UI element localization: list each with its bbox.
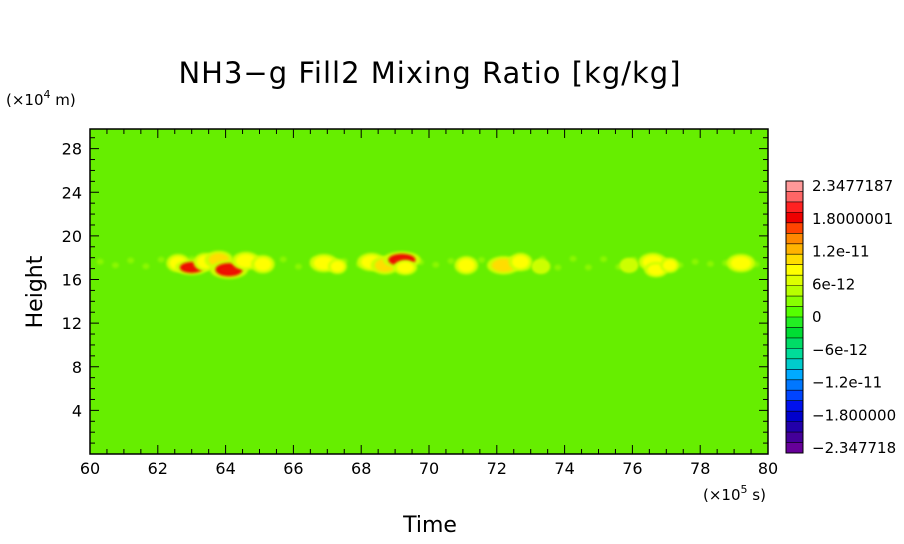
y-tick-label: 4: [72, 401, 82, 420]
x-tick-label: 80: [758, 459, 778, 478]
heatmap-feature: [622, 259, 636, 271]
chart-title: NH3−g Fill2 Mixing Ratio [kg/kg]: [178, 56, 681, 90]
heatmap-band-cell: [584, 264, 592, 271]
heatmap-feature-core: [220, 266, 238, 273]
y-tick-label: 12: [62, 314, 82, 333]
heatmap-field: [90, 129, 768, 454]
colorbar-swatch: [786, 421, 803, 433]
colorbar-swatch: [786, 442, 803, 454]
y-axis-label: Height: [23, 255, 48, 328]
y-tick-label: 8: [72, 358, 82, 377]
colorbar-swatch: [786, 264, 803, 276]
colorbar-swatch: [786, 306, 803, 318]
colorbar-label: 1.8000001: [812, 210, 893, 228]
colorbar-label: 6e-12: [812, 275, 855, 293]
heatmap-band-cell: [279, 256, 287, 263]
x-tick-label: 74: [554, 459, 574, 478]
colorbar-label: 1.2e-11: [812, 243, 870, 261]
heatmap-band-cell: [157, 256, 165, 263]
y-tick-label: 28: [62, 140, 82, 159]
colorbar-label: −6e-12: [812, 341, 868, 359]
x-tick-label: 72: [487, 459, 507, 478]
colorbar-swatch: [786, 358, 803, 370]
heatmap-feature: [647, 264, 665, 276]
colorbar-swatch: [786, 411, 803, 422]
heatmap-band-cell: [111, 262, 119, 269]
colorbar-label: −2.347718: [812, 439, 896, 457]
colorbar-swatch: [786, 390, 803, 401]
y-tick-label: 20: [62, 227, 82, 246]
x-tick-label: 66: [283, 459, 303, 478]
colorbar-swatch: [786, 369, 803, 381]
colorbar-swatch: [786, 222, 803, 234]
x-tick-label: 64: [215, 459, 235, 478]
colorbar-swatch: [786, 379, 803, 391]
heatmap-feature: [662, 259, 677, 271]
colorbar-swatch: [786, 181, 803, 192]
heatmap-feature: [235, 254, 257, 268]
colorbar-swatch: [786, 400, 803, 412]
colorbar-label: −1.800000: [812, 406, 896, 424]
heatmap-band-cell: [447, 257, 455, 264]
x-tick-label: 78: [690, 459, 710, 478]
colorbar-swatch: [786, 254, 803, 265]
heatmap-feature: [254, 257, 272, 271]
heatmap-band-cell: [569, 255, 577, 262]
heatmap-feature: [534, 260, 548, 272]
heatmap-features: [96, 250, 760, 279]
x-axis-unit: (×105 s): [703, 483, 766, 504]
colorbar-swatch: [786, 243, 803, 255]
heatmap-band-cell: [706, 260, 714, 267]
y-tick-label: 24: [62, 183, 82, 202]
colorbar-swatch: [786, 337, 803, 349]
colorbar-swatch: [786, 201, 803, 213]
colorbar-swatch: [786, 317, 803, 328]
colorbar-swatch: [786, 348, 803, 360]
heatmap-band-cell: [600, 256, 608, 263]
colorbar: 2.3477187 1.8000001 1.2e-11 6e-12 0 −6e-12 −1.…: [785, 177, 896, 457]
y-tick-label: 16: [62, 271, 82, 290]
heatmap-band-cell: [294, 263, 302, 270]
colorbar-swatch: [786, 233, 803, 245]
x-tick-label: 76: [622, 459, 642, 478]
x-tick-label: 60: [80, 459, 100, 478]
heatmap-band-cell: [554, 264, 562, 271]
colorbar-swatch: [786, 275, 803, 286]
heatmap-band-cell: [142, 263, 150, 270]
heatmap-feature: [730, 256, 752, 270]
heatmap-feature: [512, 255, 530, 269]
colorbar-swatch: [786, 432, 803, 443]
y-axis-unit: (×104 m): [6, 88, 76, 109]
heatmap-band-cell: [127, 257, 135, 264]
heatmap-band-cell: [432, 261, 440, 268]
x-tick-label: 62: [148, 459, 168, 478]
x-tick-label: 70: [419, 459, 439, 478]
colorbar-label: 0: [812, 308, 822, 326]
heatmap-feature: [396, 262, 414, 273]
colorbar-frame: [785, 180, 804, 454]
x-tick-label: 68: [351, 459, 371, 478]
colorbar-swatch: [786, 212, 803, 224]
colorbar-swatch: [786, 191, 803, 203]
colorbar-label: 2.3477187: [812, 177, 893, 195]
heatmap-band-cell: [478, 256, 486, 263]
heatmap-feature: [457, 258, 475, 272]
colorbar-label: −1.2e-11: [812, 374, 882, 392]
x-axis-ticks: 60 62 64 66 68 70 72 74 76 78 80: [80, 129, 778, 478]
colorbar-swatch: [786, 285, 803, 297]
heatmap-feature: [330, 260, 345, 272]
x-axis-label: Time: [402, 513, 457, 538]
colorbar-swatch: [786, 296, 803, 307]
y-axis-ticks: 4 8 12 16 20 24 28: [62, 137, 768, 444]
heatmap-band-cell: [96, 258, 104, 265]
heatmap-band-cell: [691, 258, 699, 265]
colorbar-swatch: [786, 327, 803, 339]
